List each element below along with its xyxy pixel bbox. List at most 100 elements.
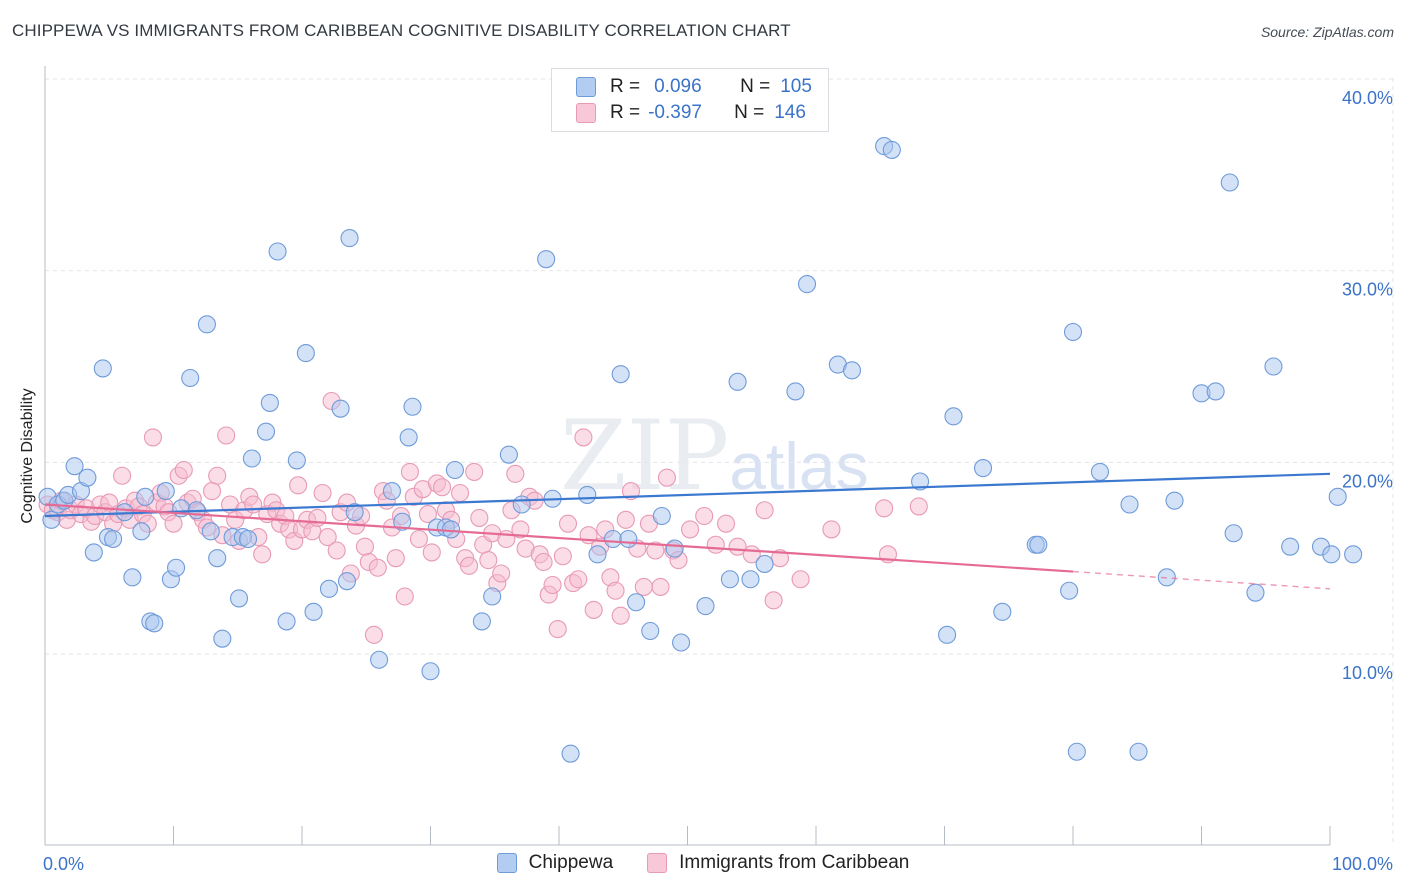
chippewa-point bbox=[382, 482, 402, 501]
axis-layer bbox=[44, 66, 1331, 846]
chippewa-point bbox=[1246, 583, 1265, 602]
chippewa-point bbox=[123, 568, 142, 587]
caribbean-point bbox=[470, 508, 489, 527]
chippewa-point bbox=[167, 558, 186, 577]
chippewa-point bbox=[483, 587, 502, 606]
chippewa-point bbox=[213, 629, 232, 648]
chippewa-point bbox=[1060, 581, 1079, 600]
y-tick-label: 30.0% bbox=[1342, 280, 1393, 300]
chippewa-point bbox=[1344, 545, 1363, 564]
caribbean-point bbox=[706, 535, 725, 554]
chippewa-point bbox=[260, 393, 279, 412]
chippewa-point bbox=[944, 407, 963, 426]
y-tick-label: 10.0% bbox=[1342, 663, 1393, 683]
legend-row-chippewa: R = 0.096 N = 105 bbox=[576, 75, 812, 99]
caribbean-point bbox=[217, 426, 236, 445]
caribbean-point bbox=[433, 478, 452, 497]
chippewa-point bbox=[512, 495, 531, 514]
chippewa-point bbox=[287, 451, 306, 470]
chippewa-point bbox=[277, 612, 296, 631]
chart-title: CHIPPEWA VS IMMIGRANTS FROM CARIBBEAN CO… bbox=[12, 21, 791, 40]
chippewa-point bbox=[181, 368, 200, 388]
chippewa-point bbox=[201, 522, 220, 541]
caribbean-point bbox=[534, 552, 553, 572]
chippewa-point bbox=[238, 529, 258, 549]
caribbean-point bbox=[657, 468, 676, 487]
chippewa-point bbox=[319, 579, 339, 598]
caribbean-trend-extension bbox=[1072, 570, 1331, 590]
trend-layer bbox=[44, 472, 1331, 590]
caribbean-point bbox=[418, 505, 437, 524]
chippewa-point bbox=[229, 589, 249, 608]
caribbean-point bbox=[646, 541, 665, 560]
caribbean-points bbox=[38, 391, 928, 644]
chippewa-point bbox=[156, 482, 175, 501]
caribbean-point bbox=[822, 520, 841, 539]
legend-n-value: 146 bbox=[774, 102, 806, 123]
caribbean-point bbox=[558, 514, 578, 533]
legend-r-value: 0.096 bbox=[654, 76, 702, 97]
legend-swatch-caribbean bbox=[647, 853, 668, 873]
caribbean-point bbox=[511, 520, 530, 539]
caribbean-point bbox=[289, 476, 308, 495]
caribbean-point bbox=[355, 537, 375, 556]
caribbean-point bbox=[400, 462, 419, 481]
chippewa-point bbox=[145, 614, 164, 633]
chippewa-point bbox=[652, 506, 671, 526]
caribbean-point bbox=[574, 428, 593, 447]
caribbean-point bbox=[584, 600, 603, 619]
chippewa-point bbox=[1322, 545, 1341, 564]
chippewa-point bbox=[340, 229, 359, 248]
caribbean-point bbox=[611, 606, 630, 625]
chippewa-point bbox=[578, 485, 597, 504]
chippewa-point bbox=[242, 449, 261, 468]
legend-item-caribbean: Immigrants from Caribbean bbox=[647, 852, 909, 874]
chippewa-point bbox=[42, 510, 61, 529]
chippewa-point bbox=[472, 612, 491, 631]
caribbean-point bbox=[651, 577, 670, 596]
correlation-legend: R = 0.096 N = 105 R = -0.397 N = 146 bbox=[551, 68, 829, 132]
legend-n-label: N = bbox=[740, 76, 771, 97]
chippewa-point bbox=[672, 633, 691, 652]
chippewa-point bbox=[268, 242, 287, 261]
caribbean-point bbox=[409, 529, 428, 549]
caribbean-point bbox=[479, 551, 498, 570]
chippewa-point bbox=[641, 621, 660, 641]
chippewa-point bbox=[588, 545, 607, 564]
caribbean-point bbox=[422, 543, 441, 562]
caribbean-point bbox=[695, 506, 714, 526]
caribbean-point bbox=[764, 591, 783, 610]
caribbean-point bbox=[492, 564, 511, 583]
chippewa-point bbox=[93, 359, 112, 378]
caribbean-point bbox=[203, 482, 222, 501]
chippewa-point bbox=[1029, 535, 1048, 554]
caribbean-point bbox=[313, 483, 332, 503]
legend-r-label: R = bbox=[610, 102, 641, 123]
chippewa-point bbox=[1120, 495, 1139, 514]
chippewa-point bbox=[337, 572, 357, 591]
chippewa-point bbox=[132, 522, 151, 541]
chippewa-point bbox=[619, 529, 638, 549]
legend-n-value: 105 bbox=[780, 76, 812, 97]
chippewa-point bbox=[208, 549, 227, 568]
chippewa-point bbox=[84, 543, 103, 562]
caribbean-point bbox=[506, 464, 525, 483]
chippewa-point bbox=[65, 457, 84, 476]
chippewa-point bbox=[720, 570, 739, 589]
chippewa-point bbox=[1224, 524, 1243, 543]
caribbean-point bbox=[543, 575, 562, 595]
chippewa-point bbox=[499, 445, 518, 464]
caribbean-point bbox=[716, 514, 736, 533]
caribbean-point bbox=[681, 520, 700, 539]
chippewa-point bbox=[370, 650, 389, 669]
chippewa-point bbox=[973, 459, 993, 478]
legend-r-value: -0.397 bbox=[648, 102, 702, 123]
caribbean-point bbox=[451, 483, 470, 503]
caribbean-point bbox=[208, 466, 227, 485]
caribbean-point bbox=[465, 462, 484, 481]
series-legend: Chippewa Immigrants from Caribbean bbox=[0, 852, 1406, 874]
legend-n-label: N = bbox=[734, 102, 765, 123]
chippewa-point bbox=[399, 428, 418, 447]
legend-swatch-caribbean bbox=[576, 103, 596, 123]
legend-r-label: R = bbox=[610, 76, 641, 97]
